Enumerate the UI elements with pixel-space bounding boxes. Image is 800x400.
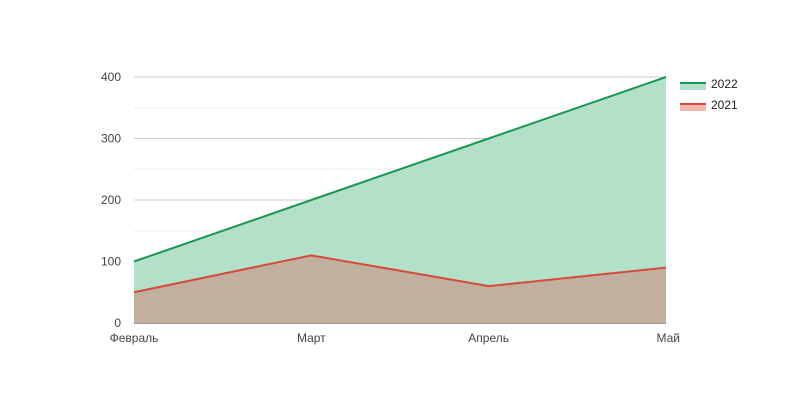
x-tick-label: Февраль [110,331,159,345]
y-tick-label: 200 [101,193,121,207]
y-tick-label: 0 [114,316,121,330]
line-2021 [133,254,667,294]
x-tick-label: Май [656,331,680,345]
legend-swatch-2021 [680,104,706,111]
area-2022 [134,77,666,323]
x-tick-label: Апрель [468,331,509,345]
y-tick-label: 100 [101,255,121,269]
area-2021 [134,255,666,323]
x-tick-label: Март [297,331,326,345]
legend-swatch-2022 [680,83,706,90]
y-tick-label: 300 [101,132,121,146]
legend-label-2022: 2022 [711,77,738,91]
y-tick-label: 400 [101,70,121,84]
line-2022 [133,76,667,263]
legend-label-2021: 2021 [711,98,738,112]
